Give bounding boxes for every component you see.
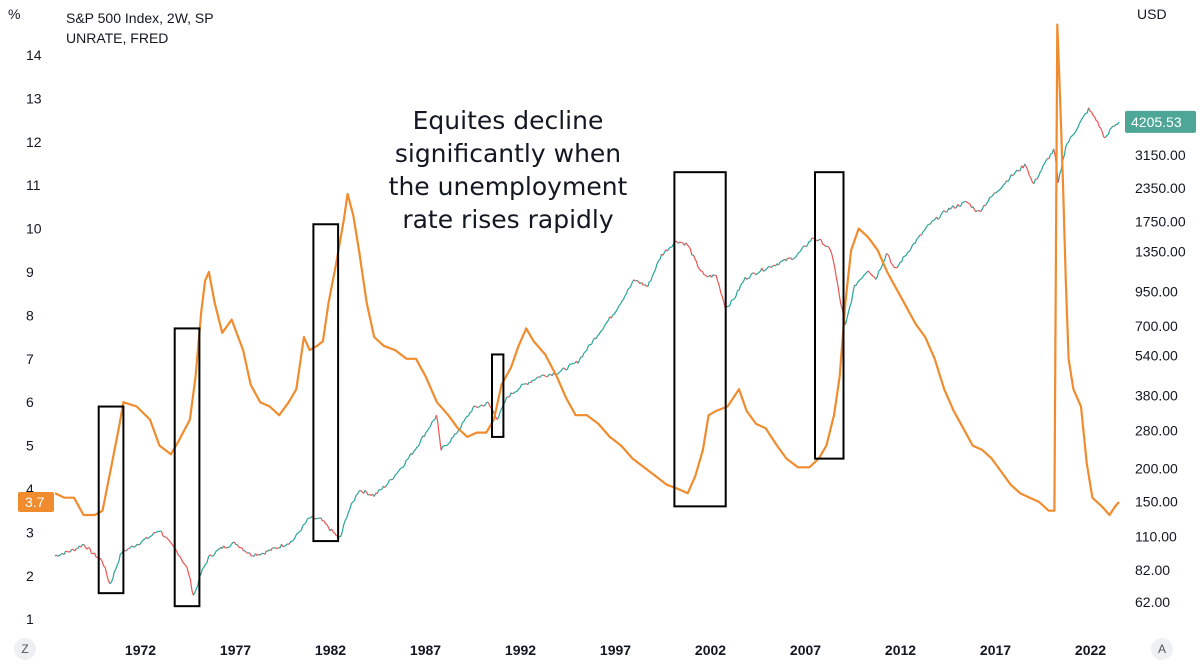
right-tick-label: 2350.00 xyxy=(1135,180,1186,196)
annotation-line: significantly when xyxy=(394,139,622,168)
right-tick-label: 3150.00 xyxy=(1135,147,1186,163)
x-tick-label: 1982 xyxy=(315,642,346,658)
right-tick-label: 82.00 xyxy=(1135,562,1170,578)
unrate-last-value-badge xyxy=(18,492,54,513)
right-axis-unit: USD xyxy=(1137,6,1167,22)
left-tick-label: 4 xyxy=(26,481,34,497)
right-tick-label: 1750.00 xyxy=(1135,214,1186,230)
highlight-box xyxy=(97,405,125,595)
left-tick-label: 6 xyxy=(26,394,34,410)
annotation-line: rate rises rapidly xyxy=(402,205,614,234)
legend-series-spx[interactable]: S&P 500 Index, 2W, SP xyxy=(66,10,214,26)
value-badges: 3.7 4205.53 xyxy=(18,110,1196,513)
highlight-box xyxy=(491,353,505,438)
left-tick-label: 10 xyxy=(26,221,42,237)
x-tick-label: 2012 xyxy=(885,642,916,658)
annotation-line: Equites decline xyxy=(412,106,604,135)
left-scale-button[interactable]: Z xyxy=(14,638,36,660)
left-tick-label: 1 xyxy=(26,611,34,627)
right-tick-label: 950.00 xyxy=(1135,283,1178,299)
x-tick-label: 2022 xyxy=(1075,642,1106,658)
highlight-boxes xyxy=(97,171,845,608)
right-tick-label: 150.00 xyxy=(1135,493,1178,509)
left-axis-unit: % xyxy=(8,6,21,22)
legend: S&P 500 Index, 2W, SP UNRATE, FRED xyxy=(66,8,214,48)
right-tick-label: 110.00 xyxy=(1135,529,1177,545)
right-tick-label: 1350.00 xyxy=(1135,243,1186,259)
x-tick-label: 1987 xyxy=(410,642,441,658)
right-tick-label: 62.00 xyxy=(1135,594,1170,610)
spx-last-value-badge xyxy=(1125,110,1196,133)
x-tick-label: 2007 xyxy=(790,642,821,658)
x-tick-label: 2017 xyxy=(980,642,1011,658)
left-tick-label: 11 xyxy=(26,177,41,193)
right-tick-label: 540.00 xyxy=(1135,348,1178,364)
right-tick-label: 380.00 xyxy=(1135,388,1178,404)
unrate-line xyxy=(54,23,1120,517)
left-tick-label: 13 xyxy=(26,90,42,106)
x-tick-label: 1997 xyxy=(600,642,631,658)
highlight-box xyxy=(814,171,845,460)
x-axis-ticks: 1972 1977 1982 1987 1992 1997 2002 2007 2012 2017… xyxy=(125,642,1106,658)
highlight-box xyxy=(673,171,727,508)
legend-series-unrate[interactable]: UNRATE, FRED xyxy=(66,30,169,46)
left-tick-label: 12 xyxy=(26,134,42,150)
left-tick-label: 9 xyxy=(26,264,34,280)
x-tick-label: 1977 xyxy=(220,642,251,658)
right-tick-label: 200.00 xyxy=(1135,461,1178,477)
auto-scale-button[interactable]: A xyxy=(1151,638,1173,660)
spx-up-segments xyxy=(54,107,1120,596)
spx-down-segments xyxy=(56,107,1115,596)
annotation-text: Equites decline significantly when the u… xyxy=(356,104,660,236)
x-tick-label: 1972 xyxy=(125,642,156,658)
left-tick-label: 14 xyxy=(26,47,42,63)
spx-series xyxy=(54,107,1120,596)
right-axis-ticks: 62.00 82.00 110.00 150.00 200.00 280.00 380.00… xyxy=(1135,114,1186,610)
spx-last-value: 4205.53 xyxy=(1131,114,1182,130)
highlight-box xyxy=(173,327,201,608)
left-tick-label: 7 xyxy=(26,351,34,367)
left-tick-label: 3 xyxy=(26,524,34,540)
left-tick-label: 8 xyxy=(26,307,34,323)
left-tick-label: 2 xyxy=(26,568,34,584)
x-tick-label: 1992 xyxy=(505,642,536,658)
right-tick-label: 700.00 xyxy=(1135,318,1178,334)
unrate-series xyxy=(54,23,1120,517)
x-tick-label: 2002 xyxy=(695,642,726,658)
right-tick-label: 280.00 xyxy=(1135,422,1178,438)
unrate-last-value: 3.7 xyxy=(25,494,45,510)
highlight-box xyxy=(312,223,340,543)
left-tick-label: 5 xyxy=(26,438,34,454)
annotation-line: the unemployment xyxy=(388,172,628,201)
